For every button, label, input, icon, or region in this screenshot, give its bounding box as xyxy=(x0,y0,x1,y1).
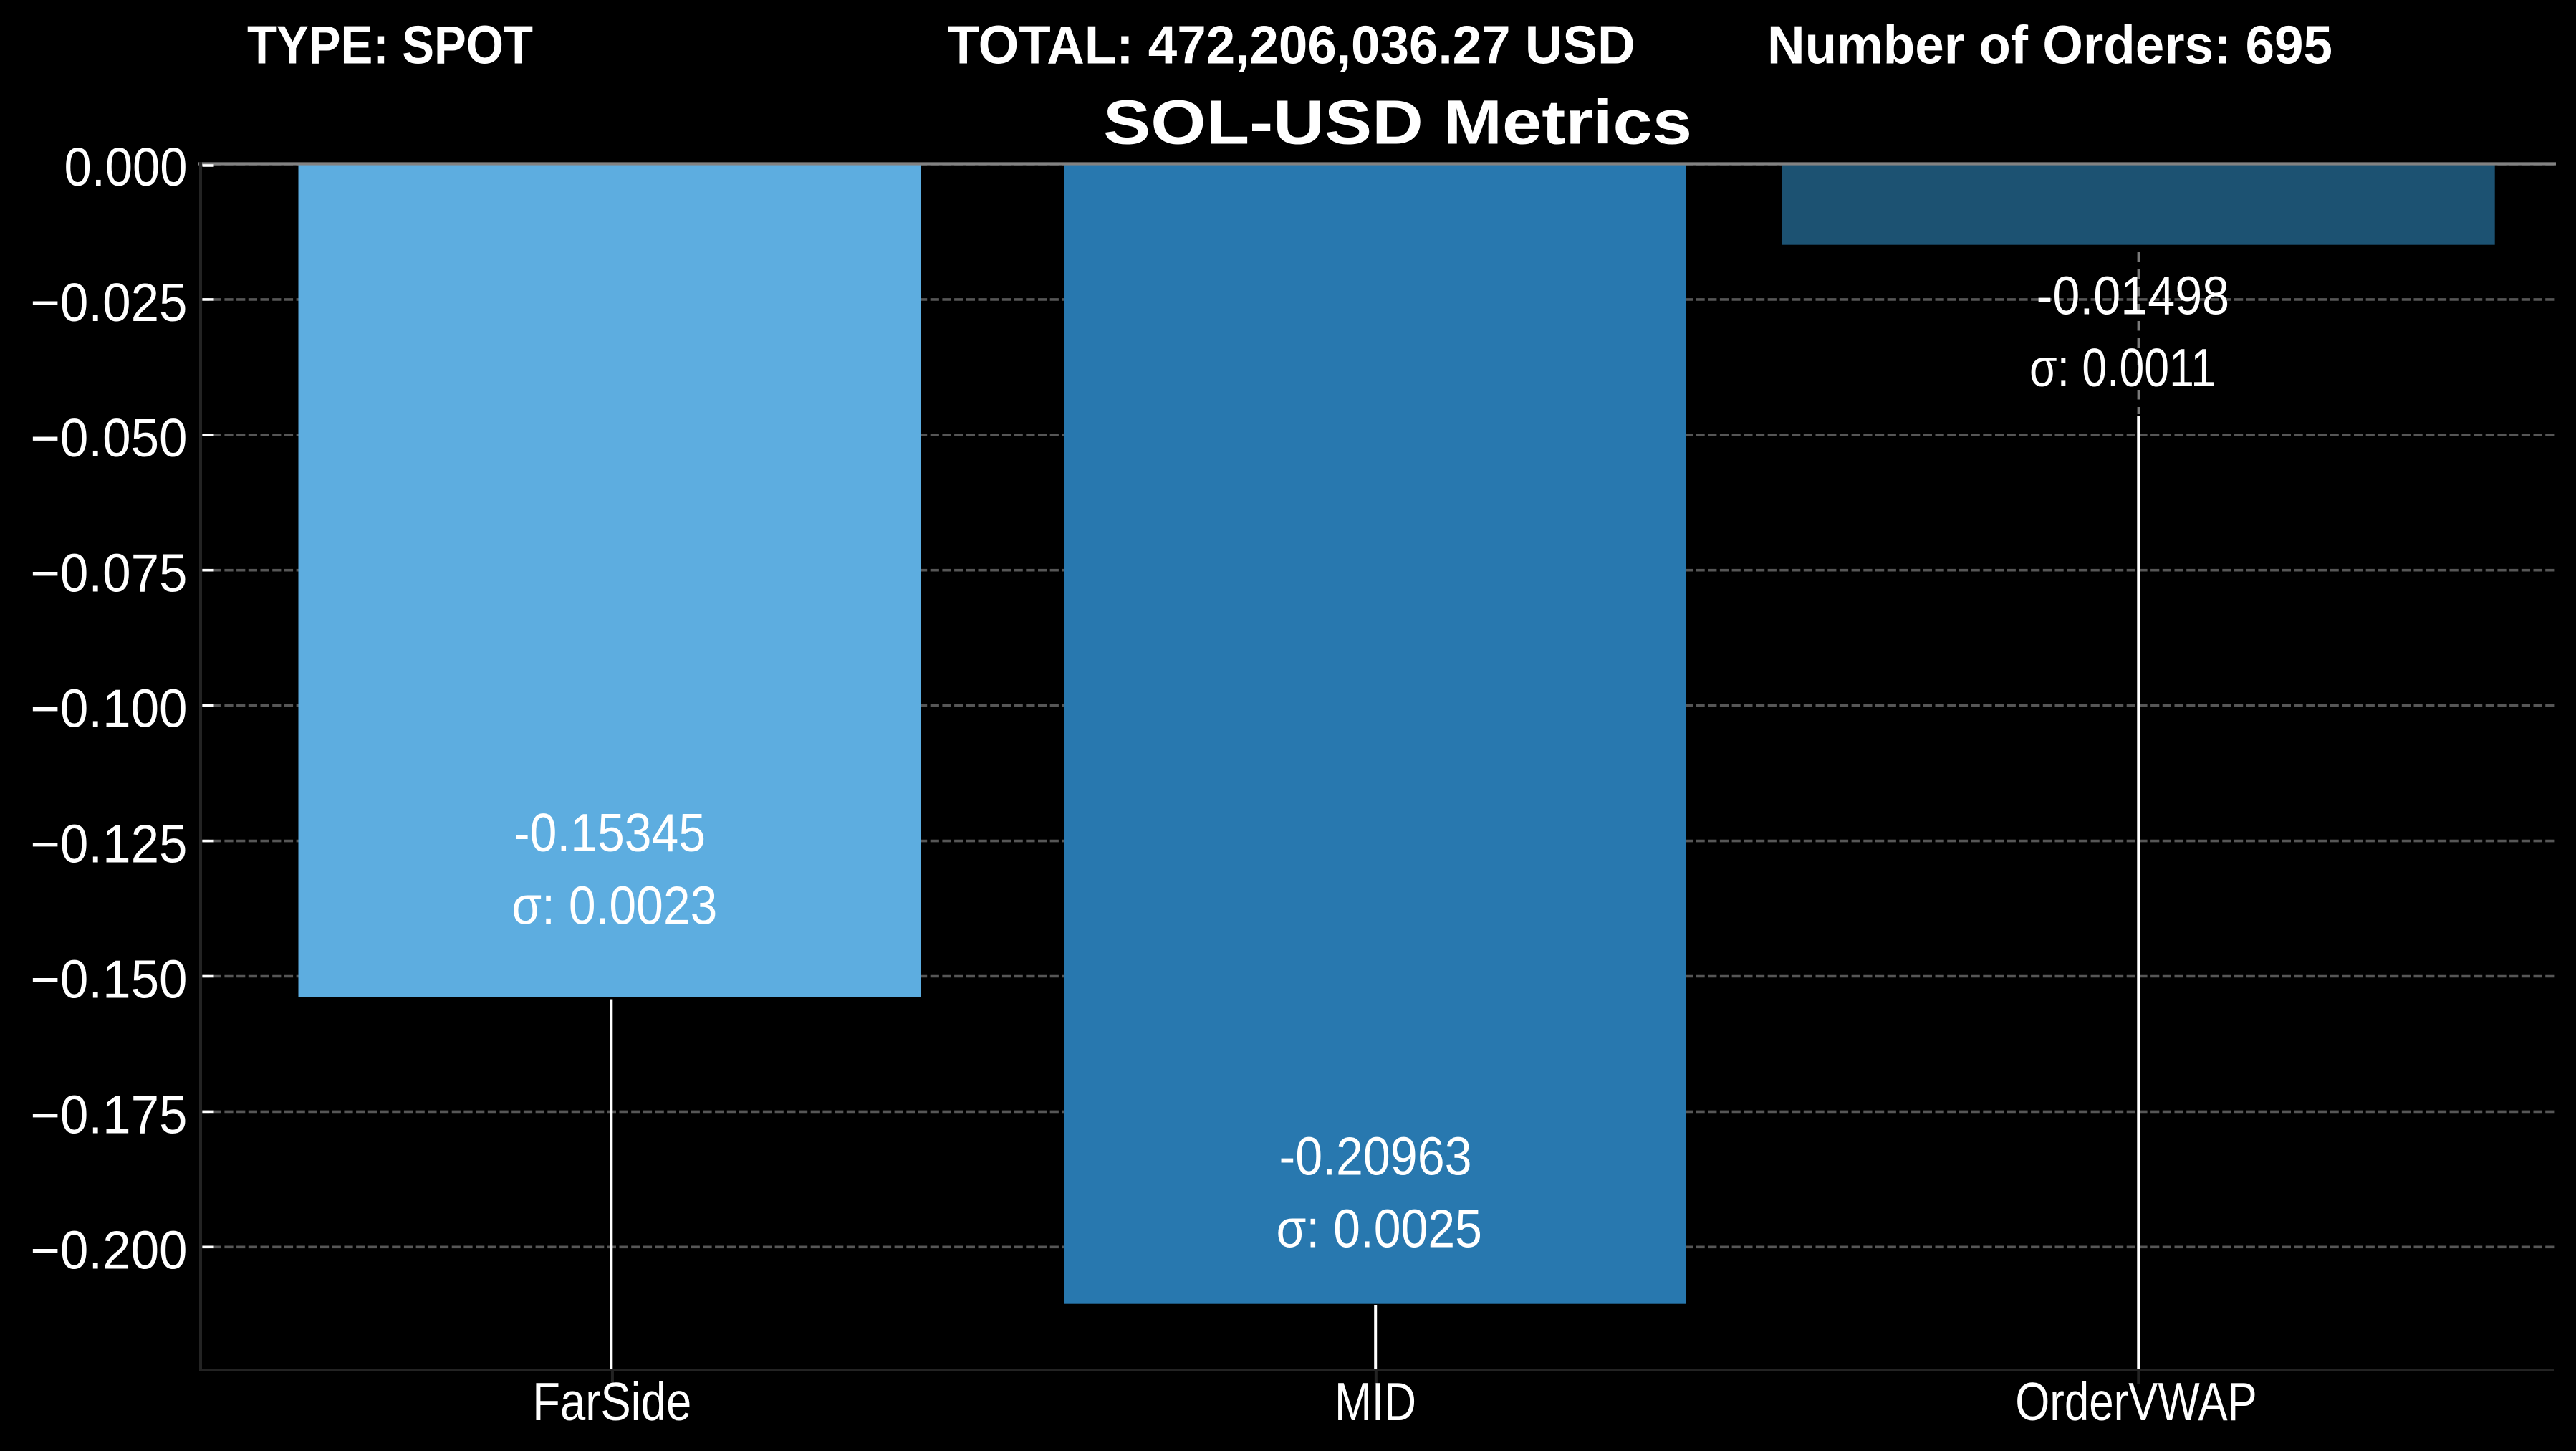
svg-text:OrderVWAP: OrderVWAP xyxy=(2015,1371,2257,1432)
svg-text:−0.075: −0.075 xyxy=(31,543,188,603)
svg-text:−0.125: −0.125 xyxy=(31,814,188,874)
svg-text:−0.150: −0.150 xyxy=(31,949,188,1010)
svg-text:−0.175: −0.175 xyxy=(31,1084,188,1144)
svg-text:TYPE: SPOT: TYPE: SPOT xyxy=(247,14,533,75)
svg-text:MID: MID xyxy=(1335,1371,1416,1432)
svg-text:TOTAL: 472,206,036.27 USD: TOTAL: 472,206,036.27 USD xyxy=(948,14,1635,75)
svg-text:0.000: 0.000 xyxy=(64,137,188,197)
svg-text:−0.100: −0.100 xyxy=(31,679,188,739)
svg-text:Number of Orders: 695: Number of Orders: 695 xyxy=(1767,15,2332,75)
svg-text:-0.15345: -0.15345 xyxy=(514,803,706,863)
svg-text:FarSide: FarSide xyxy=(532,1371,691,1432)
svg-text:SOL-USD Metrics: SOL-USD Metrics xyxy=(1103,88,1692,158)
svg-text:σ: 0.0011: σ: 0.0011 xyxy=(2029,337,2216,398)
svg-text:−0.050: −0.050 xyxy=(31,408,188,468)
svg-text:σ: 0.0025: σ: 0.0025 xyxy=(1276,1198,1482,1258)
svg-text:-0.01498: -0.01498 xyxy=(2037,265,2230,325)
svg-text:−0.200: −0.200 xyxy=(31,1220,188,1280)
svg-text:-0.20963: -0.20963 xyxy=(1279,1126,1472,1186)
svg-text:−0.025: −0.025 xyxy=(31,272,188,332)
svg-text:σ: 0.0023: σ: 0.0023 xyxy=(511,876,717,936)
